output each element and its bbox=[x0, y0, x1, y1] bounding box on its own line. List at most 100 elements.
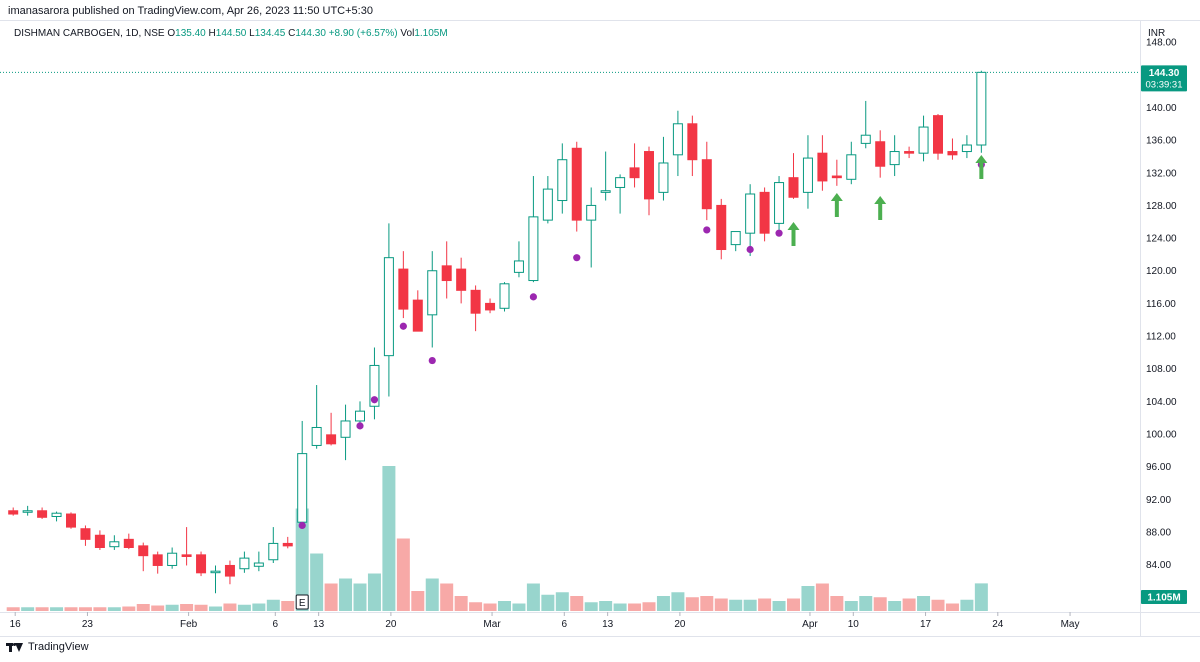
volume-bar bbox=[613, 603, 627, 611]
close-value: 144.30 bbox=[295, 28, 326, 39]
x-tick-label: 16 bbox=[10, 619, 22, 630]
y-tick-label: 96.00 bbox=[1146, 462, 1171, 473]
volume-bar bbox=[888, 601, 902, 611]
symbol-title[interactable]: DISHMAN CARBOGEN, 1D, NSE bbox=[14, 28, 165, 39]
signal-dot bbox=[356, 422, 364, 430]
candle-body bbox=[831, 175, 842, 179]
x-tick-label: 10 bbox=[848, 619, 860, 630]
volume-bar bbox=[209, 606, 222, 611]
candle-body bbox=[658, 162, 669, 193]
volume-bar bbox=[180, 604, 194, 611]
signal-dot bbox=[746, 245, 754, 254]
y-tick-label: 88.00 bbox=[1146, 527, 1171, 538]
y-tick-label: 148.00 bbox=[1146, 38, 1177, 49]
earnings-marker-label: E bbox=[299, 598, 306, 609]
x-tick-label: 20 bbox=[385, 619, 397, 630]
volume-bar bbox=[917, 596, 931, 611]
y-tick-label: 108.00 bbox=[1146, 364, 1177, 375]
volume-bar bbox=[526, 583, 540, 611]
candle-body bbox=[470, 289, 481, 314]
volume-bar bbox=[787, 598, 800, 611]
high-value: 144.50 bbox=[215, 28, 247, 39]
volume-bar bbox=[93, 607, 107, 611]
candle-body bbox=[456, 268, 467, 291]
volume-bar bbox=[758, 598, 772, 611]
volume-bar bbox=[902, 598, 916, 611]
candle-body bbox=[528, 216, 539, 282]
volume-bar bbox=[353, 583, 367, 611]
earnings-marker-icon bbox=[295, 594, 309, 610]
candle-body bbox=[933, 115, 943, 154]
volume-bar bbox=[483, 603, 497, 611]
candle-body bbox=[542, 188, 553, 221]
candle-body bbox=[716, 204, 727, 251]
volume-bar bbox=[295, 508, 309, 611]
y-tick-label: 92.00 bbox=[1146, 495, 1171, 506]
low-value: 134.45 bbox=[254, 28, 286, 39]
volume-bar bbox=[945, 603, 959, 611]
candle-body bbox=[586, 204, 597, 221]
candle-body bbox=[947, 151, 958, 156]
candle-body bbox=[846, 154, 857, 180]
candle-body bbox=[788, 177, 799, 198]
x-tick-label: May bbox=[1061, 619, 1080, 630]
y-tick-label: 116.00 bbox=[1146, 299, 1176, 310]
candle-body bbox=[875, 141, 886, 167]
brand-name: TradingView bbox=[28, 641, 89, 653]
volume-bar bbox=[237, 604, 251, 611]
candle-body bbox=[745, 193, 756, 234]
candle-body bbox=[196, 554, 207, 574]
volume-bar bbox=[454, 596, 468, 611]
volume-bar bbox=[512, 603, 526, 611]
candle-body bbox=[210, 570, 221, 574]
volume-bar bbox=[555, 592, 569, 611]
candle-body bbox=[326, 434, 337, 445]
volume-bar bbox=[64, 607, 78, 611]
volume-bar bbox=[541, 594, 555, 611]
candle-body bbox=[759, 191, 770, 234]
high-label: H bbox=[208, 28, 216, 39]
candle-body bbox=[615, 177, 626, 188]
candle-body bbox=[918, 126, 929, 154]
volume-bar bbox=[931, 599, 945, 611]
candle-body bbox=[224, 564, 235, 577]
last-volume-badge bbox=[1141, 590, 1187, 604]
candle-body bbox=[383, 257, 394, 357]
volume-bar bbox=[266, 599, 280, 611]
volume-bar bbox=[324, 583, 338, 611]
x-tick-label: 13 bbox=[313, 619, 325, 630]
publish-info: imanasarora published on TradingView.com… bbox=[8, 5, 373, 17]
low-label: L bbox=[249, 28, 255, 39]
volume-bar bbox=[165, 604, 179, 611]
volume-bar bbox=[35, 607, 49, 611]
last-price-label: 144.30 bbox=[1149, 68, 1180, 79]
volume-bar bbox=[367, 573, 381, 611]
y-tick-label: 136.00 bbox=[1146, 136, 1177, 147]
volume-bar bbox=[136, 604, 150, 611]
signal-dot bbox=[573, 254, 581, 262]
volume-bar bbox=[223, 603, 237, 611]
candle-body bbox=[774, 182, 785, 224]
open-label: O bbox=[167, 28, 176, 39]
candle-body bbox=[355, 410, 365, 422]
signal-dot bbox=[703, 226, 711, 234]
close-label: C bbox=[288, 28, 296, 39]
candle-body bbox=[513, 260, 524, 273]
candle-body bbox=[499, 283, 510, 309]
volume-bar bbox=[599, 601, 613, 611]
last-volume-label: 1.105M bbox=[1147, 593, 1180, 604]
candle-body bbox=[152, 554, 163, 566]
open-value: 135.40 bbox=[175, 28, 206, 39]
candle-body bbox=[644, 151, 654, 200]
x-tick-label: 17 bbox=[920, 619, 932, 630]
candle-body bbox=[701, 159, 712, 210]
candle-body bbox=[557, 159, 568, 202]
signal-dot bbox=[428, 356, 436, 365]
candle-body bbox=[961, 144, 972, 153]
volume-bar bbox=[6, 607, 20, 611]
candle-body bbox=[37, 510, 48, 518]
candle-body bbox=[571, 147, 582, 221]
candle-body bbox=[311, 426, 322, 446]
volume-bar bbox=[281, 601, 295, 611]
